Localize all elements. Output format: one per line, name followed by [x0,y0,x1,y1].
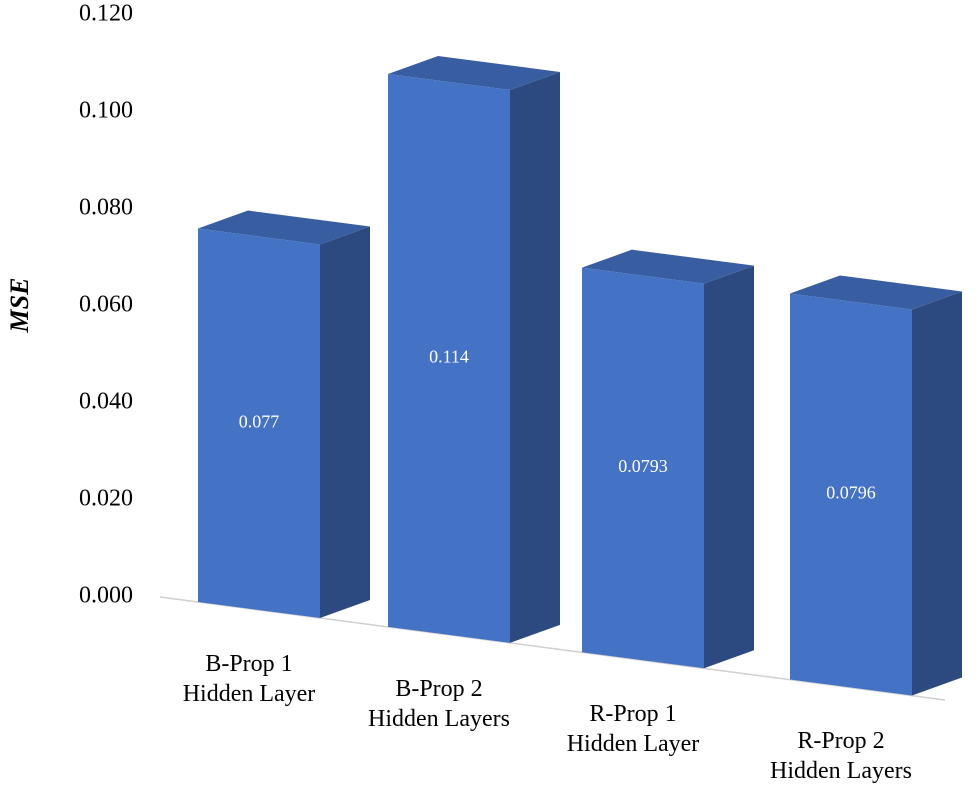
bar [582,267,704,669]
bar-top [388,55,560,90]
bar [198,228,320,618]
x-tick-label: B-Prop 1 Hidden Layer [182,650,316,707]
y-tick-label: 0.080 [79,195,133,221]
x-tick-label: B-Prop 2 Hidden Layers [368,675,510,732]
bar-side [510,71,560,643]
y-tick-label: 0.100 [79,98,133,124]
bar [388,73,510,643]
y-tick-label: 0.120 [79,1,133,27]
value-label: 0.0796 [826,483,876,503]
y-axis-label: MSE [5,278,34,334]
bar-side [912,291,962,696]
value-label: 0.077 [239,411,280,431]
bar-side [320,226,370,618]
y-tick-label: 0.060 [79,292,133,318]
x-tick-label: R-Prop 2 Hidden Layers [770,728,912,785]
bar-top [582,249,754,284]
y-tick-label: 0.000 [79,583,133,609]
bar-side [704,265,754,669]
bar [790,293,912,696]
floor-line [159,596,946,701]
x-tick-label: R-Prop 1 Hidden Layer [566,700,700,757]
bar-top [198,210,370,245]
value-label: 0.114 [429,347,469,367]
bar-top [790,275,962,310]
y-tick-label: 0.020 [79,486,133,512]
y-tick-label: 0.040 [79,389,133,415]
value-label: 0.0793 [618,456,668,476]
